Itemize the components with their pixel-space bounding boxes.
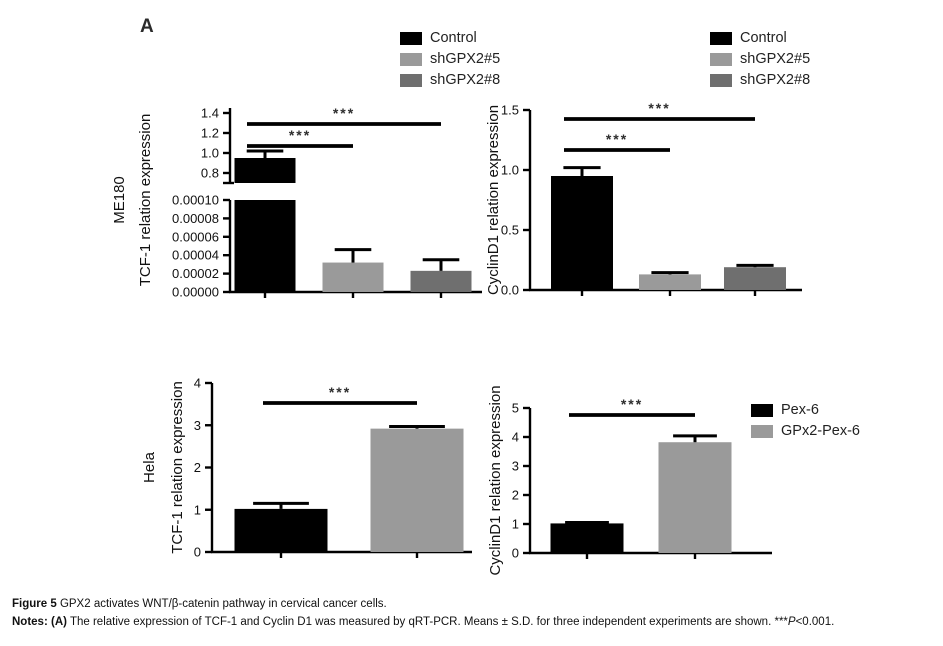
- significance-stars: ***: [648, 100, 670, 116]
- notes-text: The relative expression of TCF-1 and Cyc…: [69, 616, 772, 629]
- legend-swatch: [400, 74, 422, 87]
- y-tick-label: 4: [194, 376, 201, 391]
- panel-label: A: [140, 16, 155, 37]
- figure-caption: Figure 5 GPX2 activates WNT/β-catenin pa…: [12, 595, 934, 632]
- legend-swatch: [400, 53, 422, 66]
- chart-hela-tcf1: 0 1 2 3 4 *** TCF-1 relation expression Hela: [141, 376, 472, 560]
- bar: [550, 523, 624, 553]
- legend-item: shGPX2#8: [710, 73, 810, 88]
- y-axis-label: ME180: [111, 176, 128, 224]
- y-tick-label: 0.00004: [172, 248, 219, 263]
- bar: [322, 262, 384, 292]
- y-tick-label: 2: [512, 488, 519, 503]
- y-tick-label: 0: [512, 546, 519, 561]
- legend-label: shGPX2#5: [740, 51, 811, 68]
- legend-overexpression: Pex-6 GPx2-Pex-6: [751, 403, 860, 439]
- y-tick-label: 1.5: [501, 103, 519, 118]
- legend-item: Control: [400, 31, 500, 46]
- caption-notes-line: Notes: (A) The relative expression of TC…: [12, 613, 934, 631]
- y-tick-label: 5: [512, 401, 519, 416]
- y-tick-label: 0.5: [501, 223, 519, 238]
- bar: [724, 267, 786, 290]
- bar: [370, 428, 464, 552]
- legend-knockdown-right: Control shGPX2#5 shGPX2#8: [710, 31, 810, 88]
- legend-item: Control: [710, 31, 810, 46]
- significance-stars: ***: [333, 105, 355, 121]
- y-tick-label: 4: [512, 430, 519, 445]
- y-tick-label: 1: [194, 502, 201, 517]
- significance-stars: ***: [621, 396, 643, 412]
- y-tick-label: 1.0: [201, 146, 219, 161]
- sig-p: P: [787, 616, 796, 629]
- y-tick-label: 1.0: [501, 163, 519, 178]
- y-tick-label: 1.2: [201, 126, 219, 141]
- notes-label: Notes:: [12, 616, 48, 629]
- legend-label: Pex-6: [781, 402, 819, 419]
- legend-item: shGPX2#5: [400, 52, 500, 67]
- y-tick-label: 0.00006: [172, 229, 219, 244]
- bar: [551, 176, 613, 290]
- chart-me180-tcf1: 0.8 1.0 1.2 1.4 0.00000 0.00002 0.00004 0.00006…: [111, 105, 482, 300]
- y-axis-label: CyclinD1 relation expression: [487, 385, 504, 575]
- chart-me180-cyclind1: 0.0 0.5 1.0 1.5 *** *** CyclinD1 relation expr…: [485, 100, 802, 298]
- y-tick-label: 2: [194, 460, 201, 475]
- y-axis-label: TCF-1 relation expression: [169, 381, 186, 554]
- notes-significance: ***P<0.001.: [774, 616, 834, 628]
- legend-label: shGPX2#8: [740, 72, 811, 89]
- legend-item: shGPX2#5: [710, 52, 810, 67]
- figure-title-text: GPX2 activates WNT/β-catenin pathway in …: [59, 598, 387, 610]
- y-tick-label: 0.0: [501, 283, 519, 298]
- legend-swatch: [751, 425, 773, 438]
- legend-knockdown-left: Control shGPX2#5 shGPX2#8: [400, 31, 500, 88]
- bar: [639, 274, 701, 290]
- legend-item: Pex-6: [751, 403, 860, 418]
- legend-swatch: [710, 32, 732, 45]
- y-axis-label: Hela: [141, 451, 158, 483]
- legend-swatch: [710, 53, 732, 66]
- legend-swatch: [710, 74, 732, 87]
- y-tick-label: 0.00000: [172, 285, 219, 300]
- bar: [410, 270, 472, 292]
- chart-hela-cyclind1: 0 1 2 3 4 5 *** CyclinD1 relation expression: [487, 385, 772, 576]
- legend-label: shGPX2#8: [430, 72, 501, 89]
- notes-panel-ref: (A): [50, 616, 67, 629]
- y-tick-label: 0.00002: [172, 266, 219, 281]
- legend-item: GPx2-Pex-6: [751, 424, 860, 439]
- y-tick-label: 0.8: [201, 166, 219, 181]
- y-tick-label: 0.00010: [172, 193, 219, 208]
- legend-swatch: [751, 404, 773, 417]
- bar: [234, 200, 296, 292]
- y-tick-label: 0.00008: [172, 211, 219, 226]
- bar: [234, 508, 328, 552]
- sig-value: <0.001.: [795, 616, 835, 629]
- bar: [234, 158, 296, 183]
- legend-label: Control: [740, 30, 787, 47]
- y-axis-label: TCF-1 relation expression: [137, 114, 154, 287]
- y-axis-label: CyclinD1 relation expression: [485, 105, 502, 295]
- significance-stars: ***: [329, 384, 351, 400]
- legend-label: GPx2-Pex-6: [781, 423, 860, 440]
- legend-item: shGPX2#8: [400, 73, 500, 88]
- legend-swatch: [400, 32, 422, 45]
- bar: [658, 442, 732, 553]
- legend-label: Control: [430, 30, 477, 47]
- y-tick-label: 3: [512, 459, 519, 474]
- y-tick-label: 1: [512, 517, 519, 532]
- y-tick-label: 0: [194, 545, 201, 560]
- legend-label: shGPX2#5: [430, 51, 501, 68]
- significance-stars: ***: [289, 127, 311, 143]
- y-tick-label: 3: [194, 418, 201, 433]
- y-tick-label: 1.4: [201, 106, 219, 121]
- significance-stars: ***: [606, 131, 628, 147]
- caption-title-line: Figure 5 GPX2 activates WNT/β-catenin pa…: [12, 595, 934, 613]
- sig-stars: ***: [774, 616, 788, 629]
- figure-label: Figure 5: [12, 598, 57, 610]
